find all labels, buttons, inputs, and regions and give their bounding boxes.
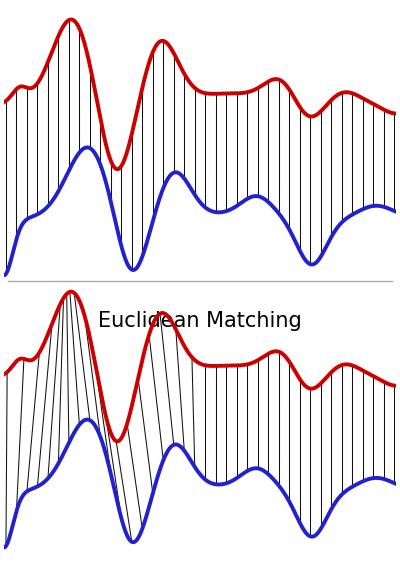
Text: Euclidean Matching: Euclidean Matching <box>98 311 302 331</box>
